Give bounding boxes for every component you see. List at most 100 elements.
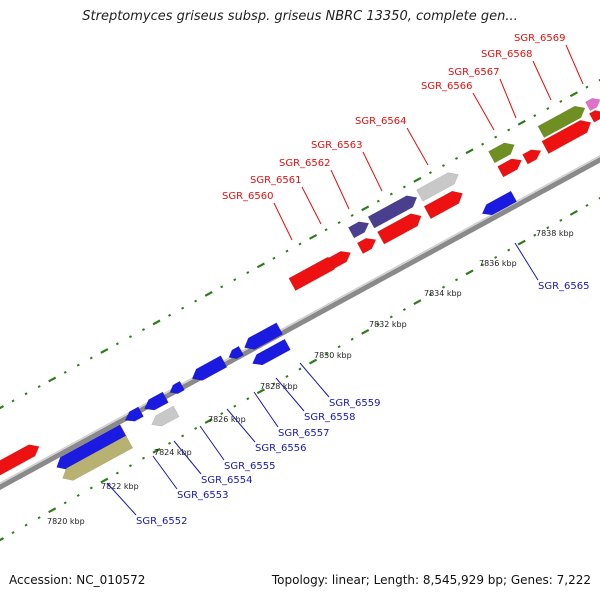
feature-block-6555 xyxy=(151,405,180,427)
lower-tick-mark xyxy=(220,412,224,416)
scale-label: 7832 kbp xyxy=(369,320,407,329)
gene-arrow-6558 xyxy=(228,345,244,359)
upper-tick-mark xyxy=(48,376,57,383)
upper-tick-mark xyxy=(152,319,161,326)
upper-tick-mark xyxy=(376,199,380,203)
upper-tick-mark xyxy=(389,192,393,196)
upper-tick-mark xyxy=(481,142,485,146)
gene-leader-line-top xyxy=(330,169,350,210)
lower-tick-mark xyxy=(598,196,600,200)
lower-tick-mark xyxy=(298,367,302,371)
gene-leader-line-bottom xyxy=(173,440,202,475)
lower-tick-mark xyxy=(507,248,511,252)
gene-leader-line-bottom xyxy=(299,362,330,398)
gene-layer xyxy=(0,98,600,481)
gene-leader-line-bottom xyxy=(226,408,256,443)
upper-tick-mark xyxy=(89,356,93,360)
gene-arrow-6552-shape xyxy=(56,424,128,470)
lower-tick-mark xyxy=(48,507,57,514)
lower-tick-mark xyxy=(246,397,250,401)
lower-tick-mark xyxy=(285,374,289,378)
gene-leader-line-bottom xyxy=(275,377,305,412)
upper-tick-mark xyxy=(63,370,67,374)
lower-tick-mark xyxy=(361,328,370,335)
gene-leader-line-top xyxy=(273,202,293,241)
upper-tick-mark xyxy=(324,228,328,232)
gene-arrow-6565 xyxy=(481,190,518,216)
lower-tick-mark xyxy=(152,447,161,454)
gene-arrow-6559b xyxy=(252,338,291,366)
lower-tick-mark xyxy=(559,218,563,222)
feature-block-c-shape xyxy=(416,172,459,202)
upper-tick-mark xyxy=(559,99,563,103)
scale-label: 7834 kbp xyxy=(424,289,462,298)
lower-tick-mark xyxy=(533,233,537,237)
upper-tick-mark xyxy=(441,164,446,168)
feature-block-d-shape xyxy=(488,142,515,164)
upper-tick-mark xyxy=(24,392,28,396)
lower-tick-mark xyxy=(454,278,459,282)
gene-label-bottom: SGR_6554 xyxy=(201,475,253,486)
upper-tick-mark xyxy=(76,363,80,367)
scale-label: 7820 kbp xyxy=(47,517,85,526)
lower-tick-mark xyxy=(204,418,213,424)
feature-block-6553-shape xyxy=(62,435,134,481)
gene-arrow-6557-shape xyxy=(191,355,228,381)
upper-tick-mark xyxy=(181,306,185,310)
feature-block-6555-shape xyxy=(151,405,180,427)
gene-arrow-6566-shape xyxy=(497,158,522,178)
lower-tick-mark xyxy=(11,531,15,535)
lower-tick-mark xyxy=(428,293,432,297)
upper-tick-mark xyxy=(533,114,537,118)
upper-tick-mark xyxy=(100,348,109,354)
gene-label-top: SGR_6563 xyxy=(311,140,363,151)
upper-tick-mark xyxy=(246,271,250,274)
gene-arrow-6557 xyxy=(191,355,228,381)
upper-tick-mark xyxy=(204,291,213,297)
lower-tick-mark xyxy=(100,477,109,484)
gene-label-bottom: SGR_6555 xyxy=(224,461,276,472)
lower-tick-mark xyxy=(128,464,132,468)
lower-tick-mark xyxy=(337,345,341,349)
gene-leader-line-top xyxy=(565,44,584,85)
lower-tick-mark xyxy=(465,269,474,276)
gene-arrow-6558-shape xyxy=(228,345,244,359)
feature-block-d xyxy=(488,142,515,164)
upper-tick-mark xyxy=(361,205,370,212)
gene-arrow-6564 xyxy=(423,190,463,220)
label-layer: SGR_6560 SGR_6561 SGR_6562 SGR_6563 SGR_6564… xyxy=(106,33,590,527)
lower-tick-mark xyxy=(24,523,28,527)
gene-arrow-6568 xyxy=(541,119,592,154)
gene-arrow-6567-shape xyxy=(522,149,542,165)
upper-tick-mark xyxy=(454,156,459,160)
lower-tick-mark xyxy=(37,516,41,520)
gene-arrow-6561 xyxy=(328,251,352,269)
upper-tick-mark xyxy=(350,214,354,217)
scale-label: 7830 kbp xyxy=(314,351,352,360)
gene-arrow-6563-shape xyxy=(377,213,422,245)
gene-label-top: SGR_6567 xyxy=(448,67,500,78)
upper-tick-mark xyxy=(309,233,318,240)
feature-block-b-shape xyxy=(367,195,418,229)
feature-block-a xyxy=(348,221,370,239)
gene-leader-line-bottom xyxy=(106,482,137,516)
upper-tick-mark xyxy=(220,285,224,289)
lower-tick-mark xyxy=(0,537,5,542)
gene-arrow-6559 xyxy=(244,322,284,350)
gene-leader-line-top xyxy=(362,151,383,192)
lower-tick-mark xyxy=(168,441,172,445)
gene-leader-line-bottom xyxy=(253,391,279,428)
upper-tick-mark xyxy=(413,176,422,183)
gene-leader-line-top xyxy=(532,60,552,101)
scale-label: 7836 kbp xyxy=(479,259,517,268)
lower-tick-mark xyxy=(256,388,265,395)
gene-leader-line-top xyxy=(499,78,517,119)
upper-tick-mark xyxy=(507,128,511,132)
scale-label: 7826 kbp xyxy=(208,415,246,424)
upper-tick-mark xyxy=(115,342,119,346)
upper-tick-mark xyxy=(428,171,432,175)
upper-tick-mark xyxy=(337,221,341,225)
lower-tick-mark xyxy=(494,256,498,259)
accession-text: Accession: NC_010572 xyxy=(9,573,146,587)
